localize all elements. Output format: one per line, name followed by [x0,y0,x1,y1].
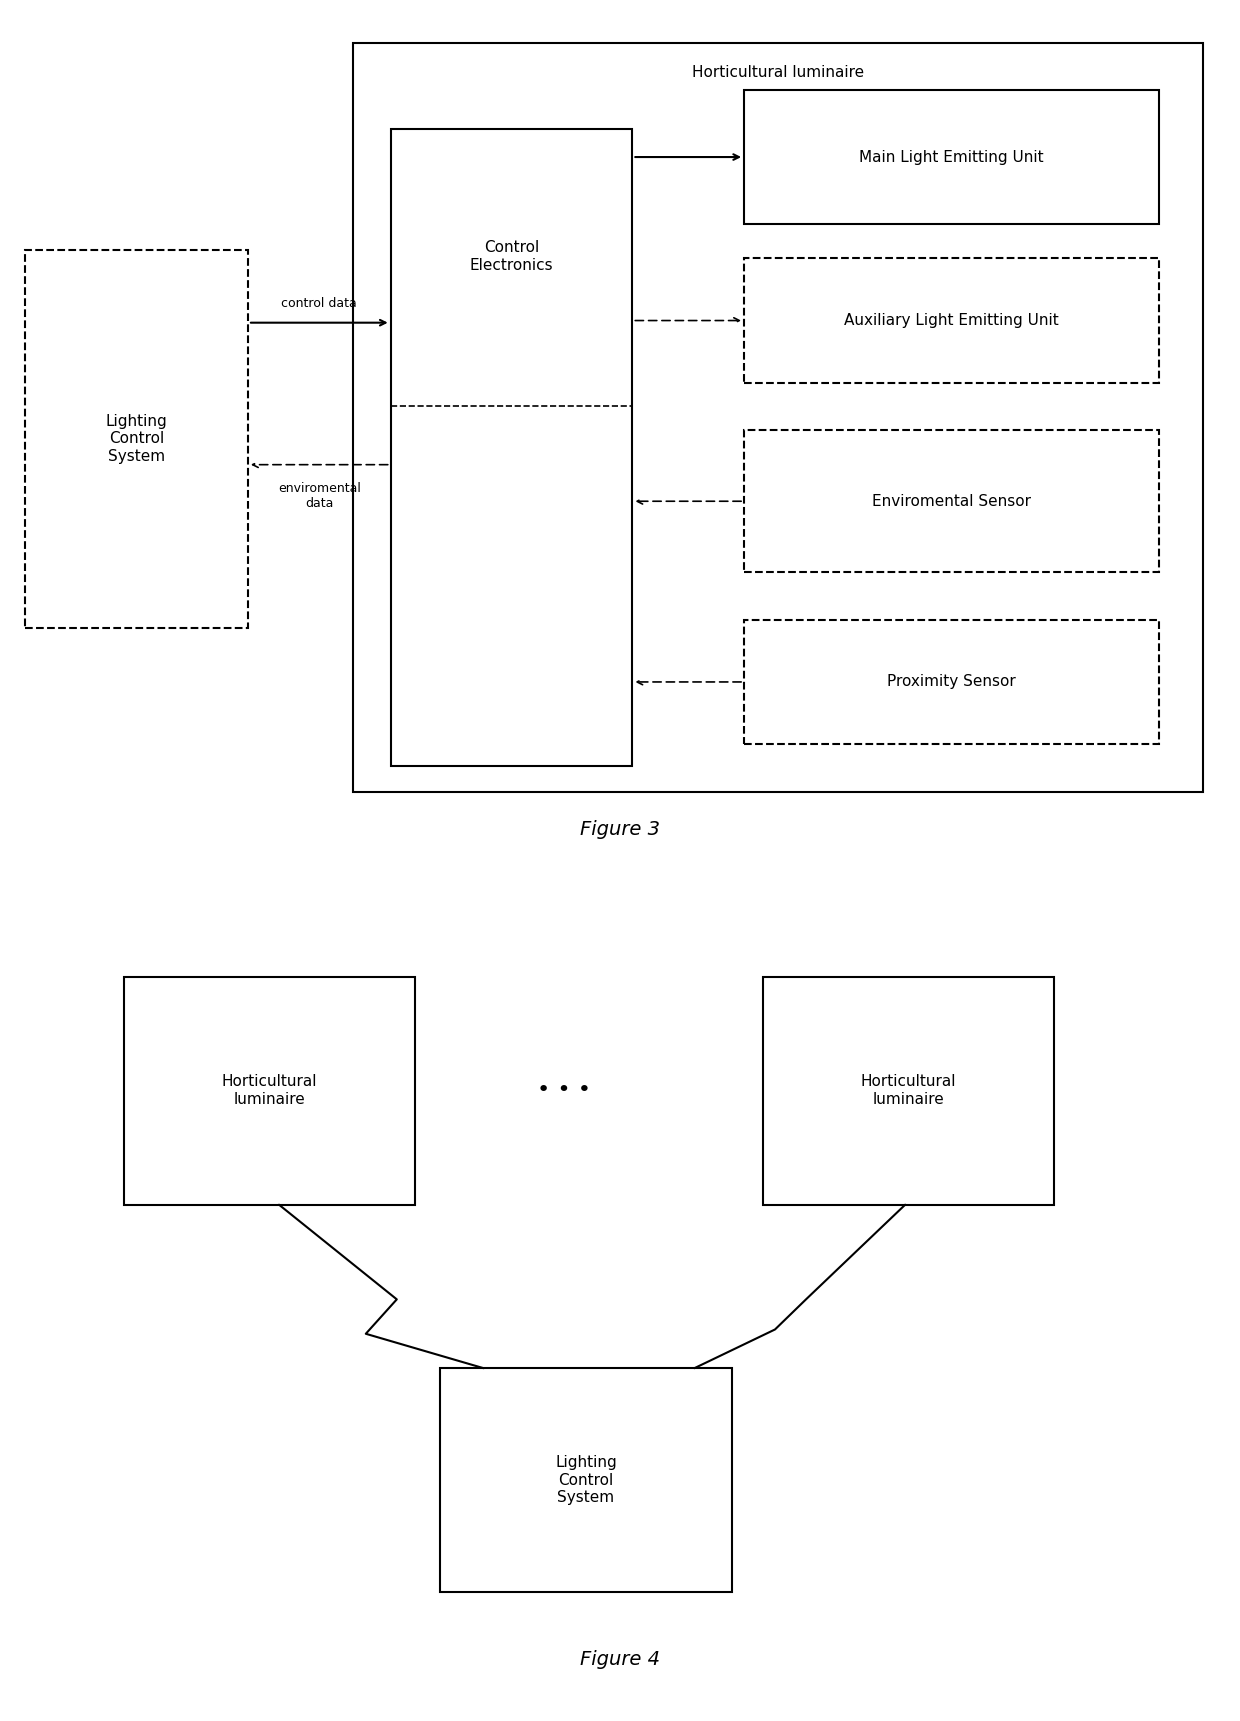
FancyBboxPatch shape [744,89,1159,224]
Text: Auxiliary Light Emitting Unit: Auxiliary Light Emitting Unit [844,313,1059,329]
Text: • • •: • • • [537,1081,591,1100]
Text: Horticultural luminaire: Horticultural luminaire [692,64,864,79]
Text: control data: control data [281,296,357,310]
FancyBboxPatch shape [391,129,632,766]
Text: Lighting
Control
System: Lighting Control System [556,1456,616,1504]
Text: Proximity Sensor: Proximity Sensor [888,675,1016,690]
FancyBboxPatch shape [744,620,1159,743]
Text: Enviromental Sensor: Enviromental Sensor [872,494,1032,509]
Text: Figure 3: Figure 3 [580,819,660,840]
FancyBboxPatch shape [124,978,415,1205]
FancyBboxPatch shape [744,430,1159,571]
FancyBboxPatch shape [353,43,1203,792]
FancyBboxPatch shape [744,258,1159,382]
FancyBboxPatch shape [763,978,1054,1205]
Text: Horticultural
luminaire: Horticultural luminaire [222,1074,317,1107]
Text: Lighting
Control
System: Lighting Control System [105,415,167,463]
FancyBboxPatch shape [25,250,248,628]
Text: enviromental
data: enviromental data [278,482,361,509]
Text: Control
Electronics: Control Electronics [470,241,553,272]
Text: Horticultural
luminaire: Horticultural luminaire [861,1074,956,1107]
FancyBboxPatch shape [440,1368,732,1592]
Text: Figure 4: Figure 4 [580,1650,660,1669]
Text: Main Light Emitting Unit: Main Light Emitting Unit [859,150,1044,165]
